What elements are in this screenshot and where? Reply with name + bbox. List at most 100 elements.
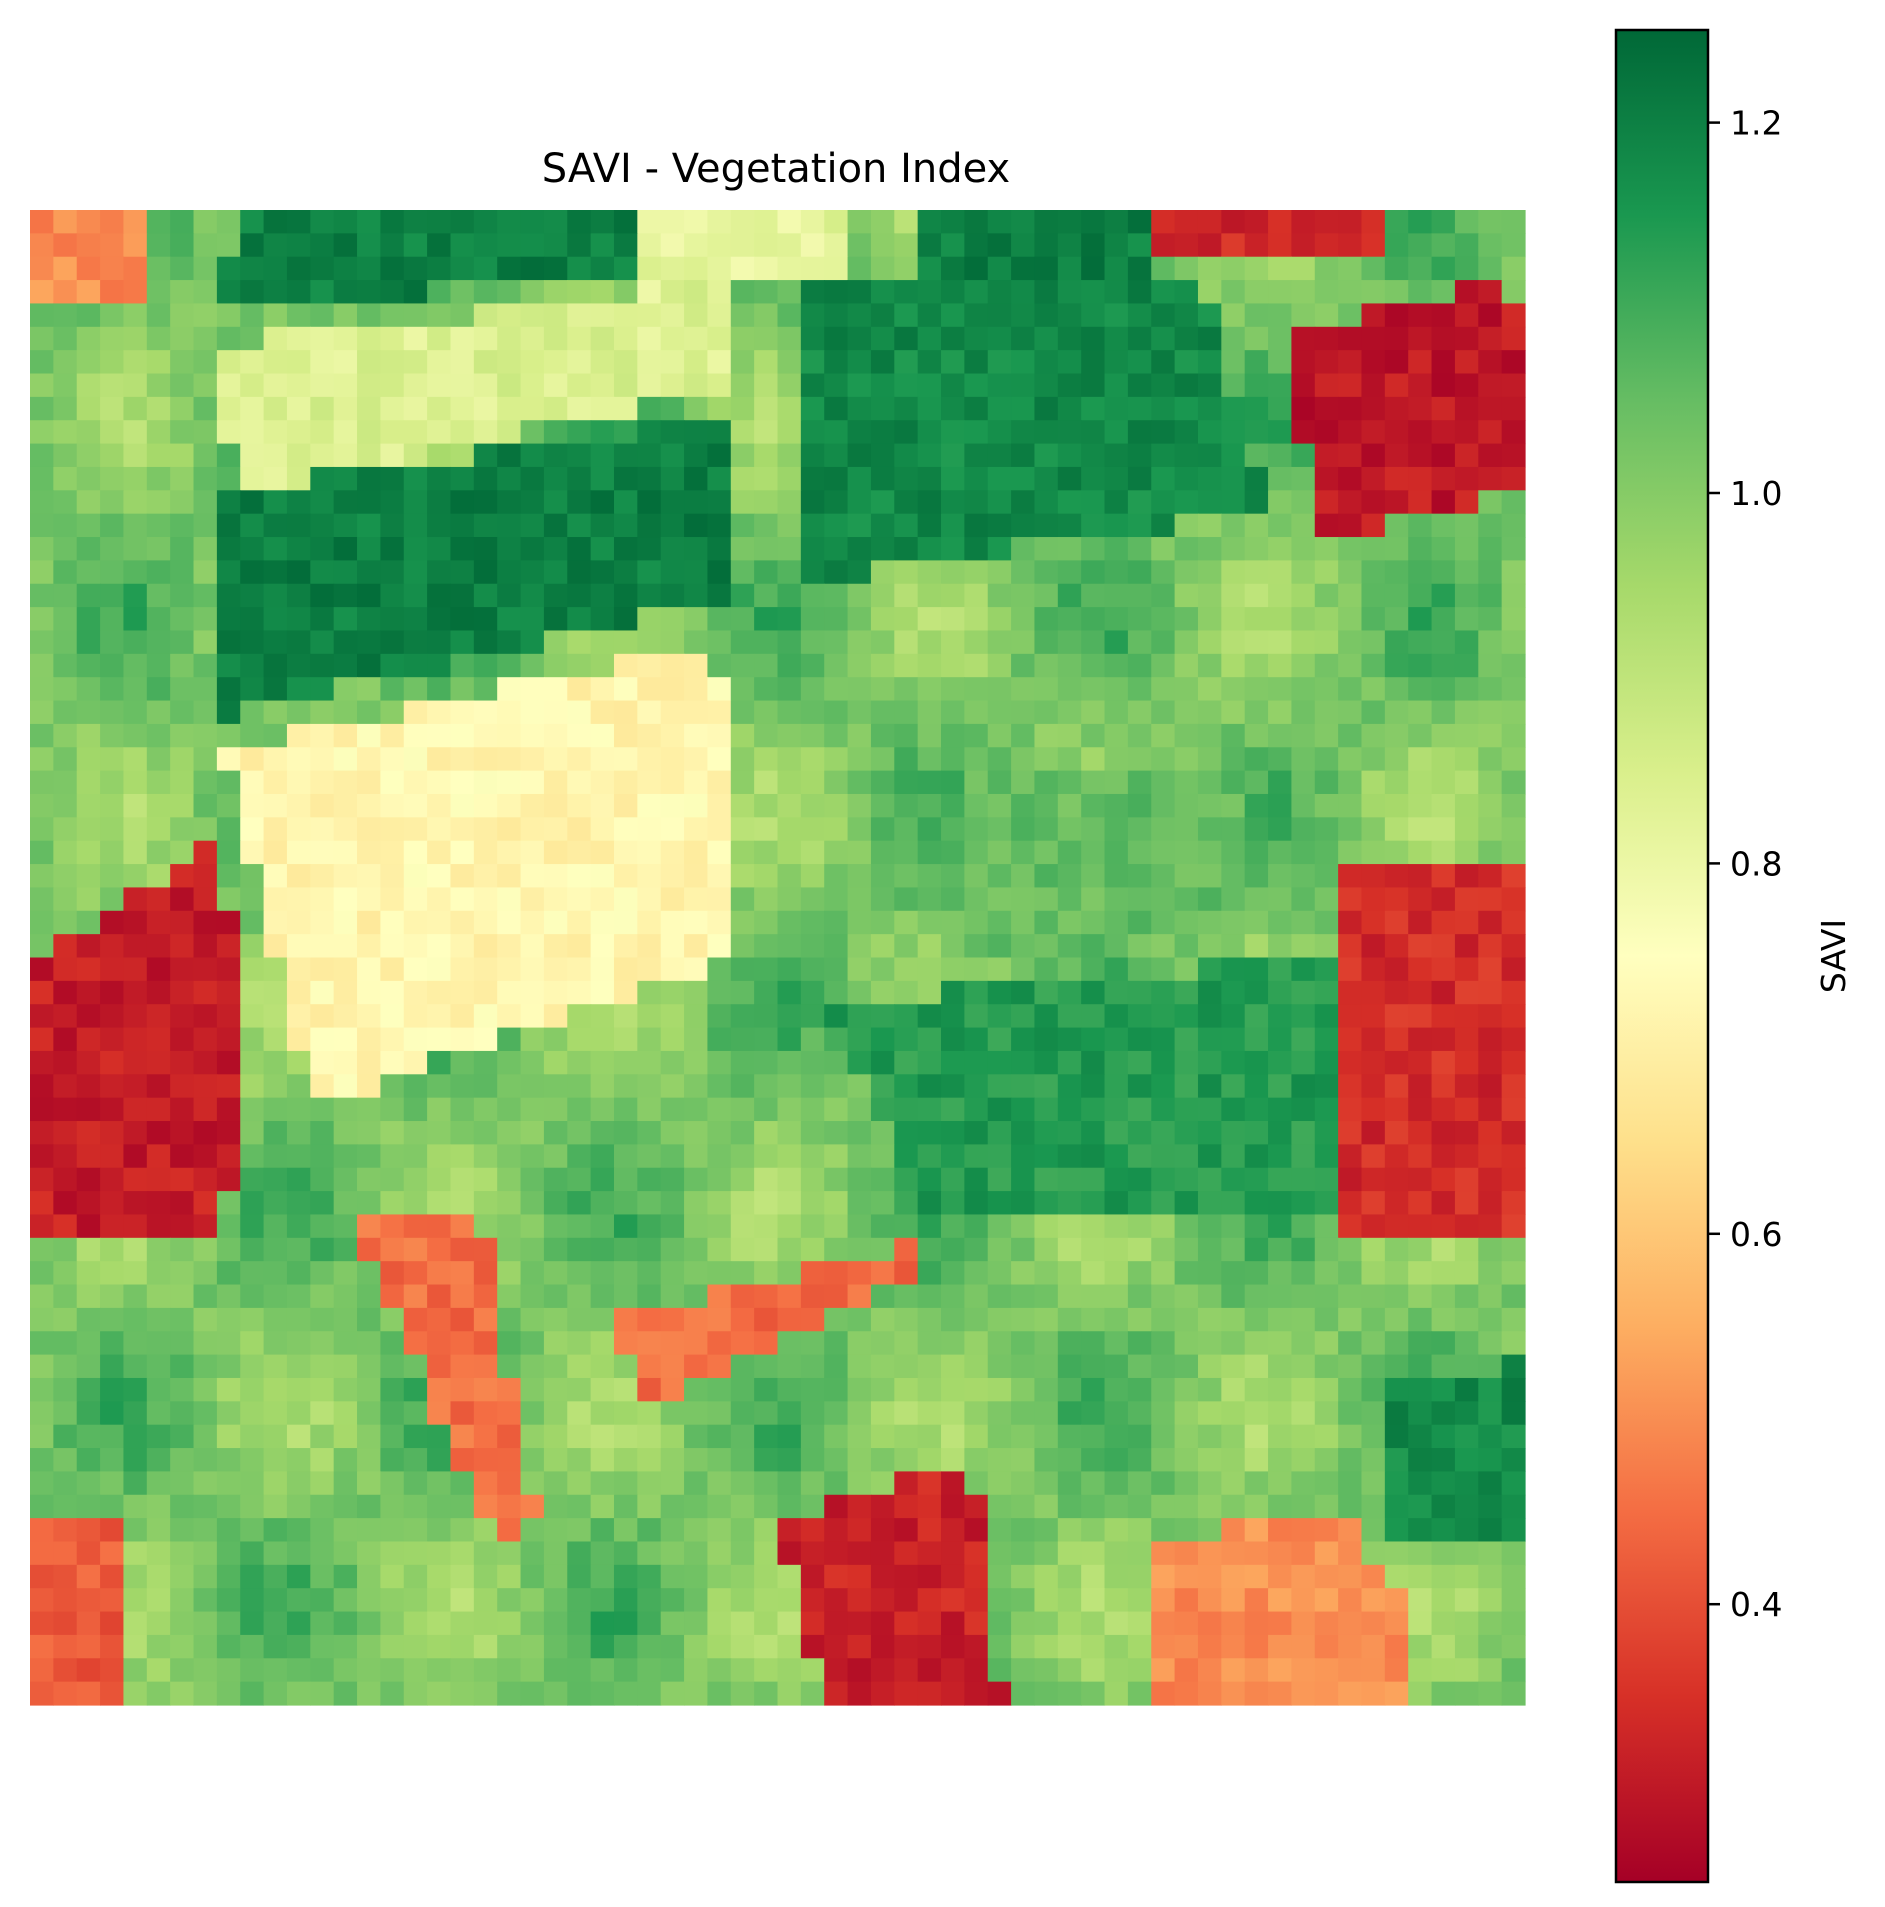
heatmap-cell: [1127, 396, 1152, 421]
heatmap-cell: [590, 466, 615, 491]
heatmap-cell: [1127, 233, 1152, 258]
heatmap-cell: [707, 1611, 732, 1636]
heatmap-cell: [333, 1401, 358, 1426]
heatmap-cell: [497, 1027, 522, 1052]
heatmap-cell: [590, 420, 615, 445]
heatmap-cell: [987, 1681, 1012, 1706]
heatmap-cell: [1081, 210, 1106, 234]
heatmap-cell: [100, 1377, 125, 1402]
heatmap-cell: [1151, 1097, 1176, 1122]
heatmap-cell: [987, 817, 1012, 842]
heatmap-cell: [216, 326, 241, 351]
heatmap-cell: [613, 1354, 638, 1379]
heatmap-cell: [1104, 910, 1129, 935]
heatmap-cell: [777, 560, 802, 585]
heatmap-cell: [543, 1331, 568, 1356]
heatmap-cell: [1291, 957, 1316, 982]
heatmap-cell: [1361, 1214, 1386, 1239]
heatmap-cell: [193, 466, 218, 491]
heatmap-cell: [777, 326, 802, 351]
heatmap-cell: [1478, 396, 1503, 421]
heatmap-cell: [1197, 1564, 1222, 1589]
heatmap-cell: [543, 233, 568, 258]
heatmap-cell: [123, 443, 148, 468]
heatmap-cell: [894, 864, 919, 889]
heatmap-cell: [964, 396, 989, 421]
heatmap-cell: [1478, 1377, 1503, 1402]
heatmap-cell: [941, 1144, 965, 1169]
heatmap-cell: [1454, 1074, 1479, 1099]
heatmap-cell: [1501, 443, 1526, 468]
heatmap-cell: [146, 793, 171, 818]
heatmap-cell: [894, 1004, 919, 1029]
heatmap-cell: [1197, 1681, 1222, 1706]
heatmap-cell: [310, 700, 335, 725]
heatmap-cell: [637, 840, 662, 865]
heatmap-cell: [870, 1027, 895, 1052]
heatmap-cell: [987, 1588, 1012, 1613]
heatmap-cell: [520, 1144, 545, 1169]
heatmap-cell: [964, 1307, 989, 1332]
heatmap-cell: [473, 934, 498, 959]
heatmap-cell: [310, 1191, 335, 1216]
heatmap-cell: [357, 770, 381, 795]
heatmap-cell: [380, 443, 405, 468]
heatmap-cell: [1314, 373, 1339, 398]
heatmap-cell: [1057, 1401, 1082, 1426]
heatmap-cell: [800, 420, 825, 445]
heatmap-cell: [824, 1588, 849, 1613]
heatmap-cell: [964, 513, 989, 538]
heatmap-cell: [240, 793, 265, 818]
heatmap-cell: [917, 1004, 942, 1029]
heatmap-cell: [917, 513, 942, 538]
heatmap-cell: [1104, 443, 1129, 468]
heatmap-cell: [1314, 280, 1339, 305]
heatmap-cell: [1057, 747, 1082, 772]
heatmap-cell: [146, 560, 171, 585]
heatmap-cell: [964, 1377, 989, 1402]
heatmap-cell: [216, 1377, 241, 1402]
heatmap-cell: [1034, 887, 1059, 912]
heatmap-cell: [100, 1424, 125, 1449]
heatmap-cell: [824, 1050, 849, 1075]
heatmap-cell: [660, 1588, 685, 1613]
heatmap-cell: [30, 1424, 54, 1449]
heatmap-cell: [497, 420, 522, 445]
heatmap-cell: [964, 280, 989, 305]
heatmap-cell: [310, 1471, 335, 1496]
heatmap-cell: [800, 1261, 825, 1286]
heatmap-cell: [684, 607, 709, 632]
heatmap-cell: [123, 210, 148, 234]
heatmap-cell: [216, 957, 241, 982]
heatmap-cell: [357, 1027, 381, 1052]
heatmap-cell: [1057, 1191, 1082, 1216]
heatmap-cell: [497, 1097, 522, 1122]
heatmap-cell: [427, 490, 452, 515]
heatmap-cell: [707, 770, 732, 795]
heatmap-cell: [730, 1214, 755, 1239]
heatmap-cell: [1478, 1121, 1503, 1145]
heatmap-cell: [1408, 1004, 1433, 1029]
heatmap-cell: [357, 1097, 381, 1122]
heatmap-cell: [76, 1541, 101, 1566]
heatmap-cell: [613, 1424, 638, 1449]
heatmap-cell: [917, 1144, 942, 1169]
heatmap-cell: [660, 1611, 685, 1636]
heatmap-cell: [53, 1074, 78, 1099]
heatmap-cell: [1454, 560, 1479, 585]
heatmap-cell: [590, 723, 615, 748]
heatmap-cell: [310, 1050, 335, 1075]
heatmap-cell: [1454, 537, 1479, 561]
heatmap-cell: [216, 1121, 241, 1145]
heatmap-cell: [240, 1144, 265, 1169]
heatmap-cell: [240, 1074, 265, 1099]
heatmap-cell: [333, 1307, 358, 1332]
heatmap-cell: [777, 513, 802, 538]
heatmap-cell: [1268, 1097, 1293, 1122]
heatmap-cell: [427, 700, 452, 725]
heatmap-cell: [1081, 373, 1106, 398]
heatmap-cell: [590, 1004, 615, 1029]
heatmap-cell: [1268, 934, 1293, 959]
heatmap-cell: [310, 537, 335, 561]
heatmap-cell: [497, 560, 522, 585]
